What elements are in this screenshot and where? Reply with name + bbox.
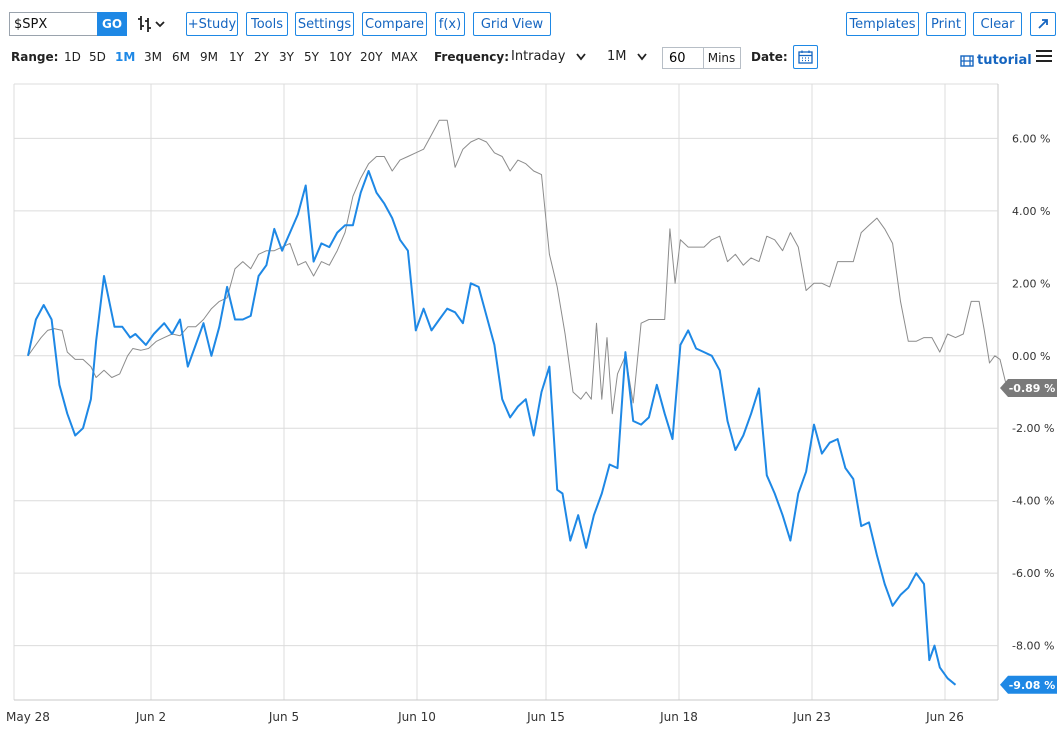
expand-arrow-icon [1038, 19, 1048, 29]
range-bar: Range: 1D 5D 1M 3M 6M 9M 1Y 2Y 3Y 5Y 10Y… [0, 44, 1063, 72]
date-picker-button[interactable] [793, 45, 818, 69]
grid-view-button[interactable]: Grid View [473, 12, 551, 36]
add-study-button[interactable]: +Study [186, 12, 238, 36]
last-value-badges: -0.89 % -9.08 % [1000, 379, 1057, 694]
go-button[interactable]: GO [97, 12, 127, 36]
range-9m[interactable]: 9M [200, 50, 218, 64]
range-label: Range: [11, 50, 59, 64]
calendar-icon [798, 50, 813, 64]
x-tick-label: Jun 18 [659, 710, 698, 724]
compare-series-line [27, 119, 1019, 415]
range-6m[interactable]: 6M [172, 50, 190, 64]
function-button[interactable]: f(x) [435, 12, 465, 36]
frequency-label: Frequency: [434, 50, 510, 64]
settings-button[interactable]: Settings [295, 12, 354, 36]
x-tick-label: Jun 15 [526, 710, 565, 724]
y-tick-label: 0.00 % [1012, 350, 1050, 363]
range-3m[interactable]: 3M [144, 50, 162, 64]
symbol-input[interactable] [9, 12, 97, 36]
tutorial-label: tutorial [977, 53, 1032, 68]
clear-button[interactable]: Clear [973, 12, 1022, 36]
range-5d[interactable]: 5D [89, 50, 106, 64]
interval-input[interactable] [662, 47, 704, 69]
interval-unit: Mins [703, 47, 741, 69]
y-tick-label: -2.00 % [1012, 422, 1054, 435]
y-tick-label: 2.00 % [1012, 277, 1050, 290]
primary-last-value-label: -9.08 % [1009, 679, 1056, 692]
range-1d[interactable]: 1D [64, 50, 81, 64]
print-button[interactable]: Print [926, 12, 966, 36]
range-10y[interactable]: 10Y [329, 50, 352, 64]
range-2y[interactable]: 2Y [254, 50, 269, 64]
ohlc-bars-icon [138, 16, 165, 32]
expand-button[interactable] [1030, 12, 1056, 36]
range-1m[interactable]: 1M [115, 50, 136, 64]
range-3y[interactable]: 3Y [279, 50, 294, 64]
compare-last-value-label: -0.89 % [1009, 382, 1056, 395]
chevron-down-icon [575, 52, 586, 60]
compare-last-value-badge [1000, 379, 1057, 398]
range-5y[interactable]: 5Y [304, 50, 319, 64]
templates-button[interactable]: Templates [846, 12, 919, 36]
range-max[interactable]: MAX [391, 50, 418, 64]
x-tick-label: Jun 26 [925, 710, 964, 724]
range-20y[interactable]: 20Y [360, 50, 383, 64]
chart-grid [13, 83, 999, 701]
y-axis: 6.00 % 4.00 % 2.00 % 0.00 % -2.00 % -4.00 % -6… [1012, 132, 1054, 652]
tools-button[interactable]: Tools [246, 12, 288, 36]
chart-type-button[interactable] [135, 13, 169, 35]
y-tick-label: 6.00 % [1012, 132, 1050, 145]
frequency-dropdown[interactable]: Intraday [511, 49, 586, 64]
compare-button[interactable]: Compare [362, 12, 427, 36]
tutorial-link[interactable]: tutorial [960, 53, 1032, 68]
range-1y[interactable]: 1Y [229, 50, 244, 64]
period-value: 1M [607, 49, 627, 64]
chart-series [27, 119, 1019, 686]
x-tick-label: Jun 5 [268, 710, 299, 724]
period-dropdown[interactable]: 1M [607, 49, 647, 64]
y-tick-label: -6.00 % [1012, 567, 1054, 580]
x-tick-label: May 28 [6, 710, 50, 724]
primary-last-value-badge [1000, 675, 1057, 694]
y-tick-label: -8.00 % [1012, 640, 1054, 653]
chevron-down-icon [155, 21, 165, 28]
date-label: Date: [751, 50, 788, 64]
film-icon [960, 54, 974, 67]
chevron-down-icon [636, 52, 647, 60]
x-axis: May 28 Jun 2 Jun 5 Jun 10 Jun 15 Jun 18 Jun 23… [6, 710, 964, 724]
y-tick-label: -4.00 % [1012, 495, 1054, 508]
menu-icon[interactable] [1036, 50, 1052, 64]
top-toolbar: GO +Study Tools Settings Compare f(x) Gr… [0, 0, 1063, 42]
frequency-value: Intraday [511, 49, 566, 64]
y-tick-label: 4.00 % [1012, 205, 1050, 218]
primary-series-line [27, 170, 957, 686]
x-tick-label: Jun 2 [135, 710, 166, 724]
x-tick-label: Jun 10 [397, 710, 436, 724]
x-tick-label: Jun 23 [792, 710, 831, 724]
